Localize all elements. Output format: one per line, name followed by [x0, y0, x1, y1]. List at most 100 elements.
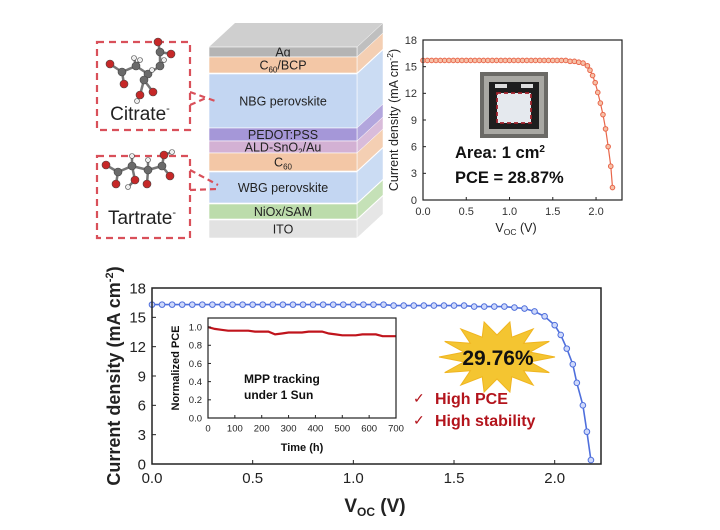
data-point	[587, 456, 595, 464]
device-photo	[480, 72, 548, 138]
data-point	[501, 303, 508, 310]
data-point	[521, 305, 528, 312]
layer-label: ITO	[273, 223, 294, 237]
layer-label: C60/BCP	[259, 59, 306, 75]
data-point	[571, 58, 578, 65]
data-point	[541, 313, 548, 320]
data-point	[580, 60, 586, 66]
champion-jv-chart: 0.0 0.5 1.0 1.5 2.0 0 3 6 9 12 15 18 29.76% ✓ High …	[104, 266, 602, 519]
layer-c: C60/BCP	[208, 32, 384, 75]
data-point	[584, 62, 591, 69]
data-point	[587, 67, 593, 74]
y-tick-label: 3	[411, 168, 417, 180]
x-axis-label: VOC (V)	[344, 496, 405, 519]
data-point	[219, 301, 226, 308]
x-tick-label: 700	[388, 424, 404, 435]
y-tick-label: 0	[411, 195, 417, 207]
x-tick-label: 400	[307, 424, 323, 435]
plot-frame	[422, 39, 623, 201]
area-annotation: Area: 1 cm2	[455, 144, 545, 162]
layer-label: Ag	[275, 46, 290, 60]
callout-connector	[189, 90, 219, 104]
layer-ald-sno: ALD-SnO2/Au	[208, 116, 384, 157]
x-tick-label: 1.5	[545, 206, 560, 218]
data-point	[420, 302, 428, 309]
data-point	[380, 301, 387, 308]
layer-nbg-perovskite: NBG perovskite	[208, 49, 384, 129]
y-tick-label: 0.4	[189, 377, 202, 388]
x-axis-label: VOC (V)	[495, 221, 536, 237]
data-point	[158, 301, 166, 308]
data-point	[511, 304, 518, 311]
data-point	[289, 301, 297, 308]
layer-wbg-perovskite: WBG perovskite	[208, 147, 384, 204]
y-tick-label: 12	[405, 88, 417, 100]
data-point	[360, 301, 367, 308]
highlight-high-stability: High stability	[435, 413, 536, 430]
check-icon: ✓	[413, 390, 425, 406]
y-axis-label: Current density (mA cm-2)	[104, 266, 124, 485]
y-tick-label: 0.6	[189, 359, 202, 370]
data-point	[390, 302, 397, 309]
data-point	[602, 126, 609, 132]
y-tick-label: 15	[405, 62, 417, 74]
y-tick-label: 0.0	[189, 413, 202, 424]
x-tick-label: 0.5	[242, 470, 263, 487]
inset-x-axis-label: Time (h)	[281, 442, 324, 454]
y-tick-label: 6	[411, 142, 417, 154]
data-point	[249, 301, 256, 308]
x-tick-label: 1.0	[502, 206, 517, 218]
tartrate-callout: Tartrate-	[95, 149, 219, 240]
data-point	[562, 57, 569, 64]
data-point	[209, 301, 216, 308]
citrate-callout-box	[95, 40, 192, 132]
layer-label: WBG perovskite	[238, 181, 328, 195]
data-point	[490, 303, 498, 310]
pce-annotation: PCE = 28.87%	[455, 169, 564, 187]
data-point	[259, 301, 267, 308]
data-point	[470, 303, 478, 310]
plot-frame	[151, 287, 602, 465]
data-point	[583, 428, 591, 436]
x-tick-label: 1.5	[444, 470, 465, 487]
citrate-label: Citrate-	[110, 103, 170, 125]
citrate-callout: Citrate-	[95, 37, 219, 132]
highlight-high-pce: High PCE	[435, 391, 508, 408]
data-point	[440, 302, 448, 309]
y-tick-label: 15	[129, 310, 146, 327]
x-tick-label: 0.0	[142, 470, 163, 487]
small-area-jv-chart: 0.0 0.5 1.0 1.5 2.0 0 3 6 9 12 15 18 Area: 1 cm2 PC…	[385, 35, 623, 237]
data-point	[229, 301, 236, 308]
data-point	[279, 301, 287, 308]
check-icon: ✓	[413, 412, 425, 428]
series-line	[207, 326, 396, 338]
data-point	[188, 301, 196, 308]
y-tick-label: 0.2	[189, 395, 202, 406]
data-point	[594, 89, 601, 96]
data-point	[269, 301, 277, 308]
inset-annotation-line2: under 1 Sun	[244, 388, 313, 402]
x-tick-label: 200	[254, 424, 270, 435]
layer-label: NBG perovskite	[239, 95, 327, 109]
data-point	[607, 163, 614, 170]
stack-top-face	[209, 23, 383, 47]
data-point	[569, 360, 577, 368]
data-point	[557, 331, 565, 339]
layer-label: PEDOT:PSS	[248, 128, 318, 142]
data-point	[410, 302, 418, 309]
x-tick-label: 0.0	[415, 206, 430, 218]
data-point	[168, 301, 176, 308]
layer-niox-sam: NiOx/SAM	[208, 179, 384, 220]
normalized-pce-series	[207, 326, 396, 338]
data-point	[319, 301, 327, 308]
data-point	[199, 301, 206, 308]
layer-label: NiOx/SAM	[254, 205, 312, 219]
data-point	[597, 100, 604, 106]
x-tick-label: 500	[334, 424, 350, 435]
callout-connector	[189, 169, 219, 186]
champion-pce-value: 29.76%	[462, 347, 534, 370]
tartrate-label: Tartrate-	[108, 207, 176, 229]
x-tick-label: 0.5	[459, 206, 474, 218]
